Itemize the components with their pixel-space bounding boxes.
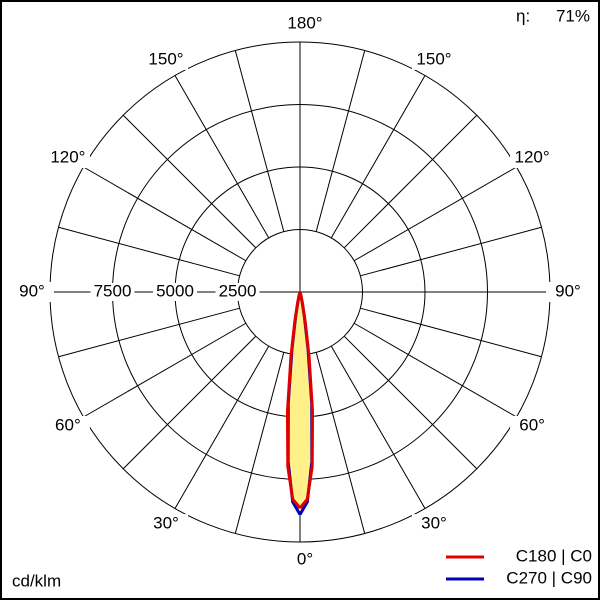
angle-label: 0° [297, 549, 313, 568]
angle-label: 90° [555, 281, 581, 300]
label-bg [144, 49, 188, 70]
radial-line [83, 322, 247, 418]
label-bg [153, 283, 197, 301]
label-bg [45, 416, 90, 436]
radial-line [83, 166, 247, 262]
lobe-fill [300, 292, 313, 508]
radial-line [360, 307, 542, 358]
radial-line [353, 322, 517, 418]
angle-label: 30° [153, 514, 179, 533]
label-bg [412, 49, 456, 70]
r-tick-label: 5000 [156, 281, 194, 300]
angle-label: 120° [515, 147, 550, 166]
efficiency: 71% [556, 6, 590, 25]
label-bg [510, 148, 555, 168]
r-tick-label: 2500 [219, 281, 257, 300]
angle-label: 90° [19, 281, 45, 300]
label-bg [278, 550, 322, 570]
label-bg [278, 14, 322, 34]
angle-label: 150° [416, 49, 451, 68]
radial-line [330, 75, 426, 239]
radial-line [330, 345, 426, 509]
radial-line [174, 345, 270, 509]
radial-line [58, 307, 240, 358]
label-bg [412, 514, 456, 535]
angle-label: 180° [287, 13, 322, 32]
angle-label: 60° [55, 415, 81, 434]
legend-label: C270 | C90 [506, 568, 592, 587]
label-bg [45, 148, 90, 168]
radial-line [315, 352, 366, 534]
radial-line [353, 166, 517, 262]
radial-line [174, 75, 270, 239]
label-bg [90, 283, 135, 301]
radial-line [234, 50, 285, 232]
unit-label: cd/klm [12, 571, 61, 590]
label-bg [10, 282, 54, 302]
radial-line [343, 114, 478, 249]
label-bg [215, 283, 260, 301]
r-tick-label: 7500 [94, 281, 132, 300]
radial-line [360, 226, 542, 277]
label-bg [510, 416, 555, 436]
series-line [298, 291, 315, 509]
legend-label: C180 | C0 [516, 546, 592, 565]
series-line [285, 291, 302, 509]
radial-line [234, 352, 285, 534]
radial-line [315, 50, 366, 232]
label-bg [546, 282, 590, 302]
label-bg [144, 514, 188, 535]
angle-label: 120° [50, 147, 85, 166]
angle-label: 60° [519, 415, 545, 434]
radial-line [343, 335, 478, 470]
lobe-fill [287, 292, 300, 508]
radial-line [122, 114, 257, 249]
efficiency-label: η: [516, 6, 530, 25]
angle-label: 30° [421, 514, 447, 533]
radial-line [58, 226, 240, 277]
angle-label: 150° [148, 49, 183, 68]
radial-line [122, 335, 257, 470]
